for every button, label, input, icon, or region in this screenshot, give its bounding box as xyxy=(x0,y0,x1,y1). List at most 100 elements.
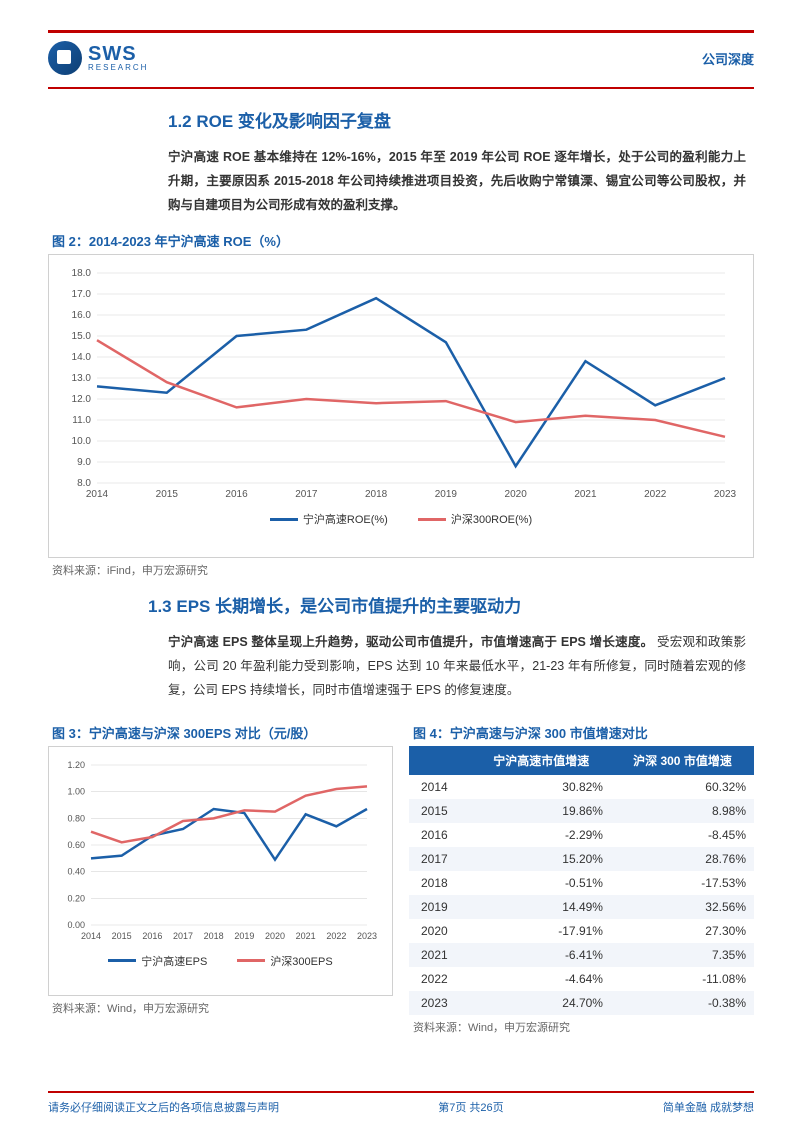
table-row: 201430.82%60.32% xyxy=(409,775,754,799)
legend-item: 宁沪高速ROE(%) xyxy=(270,511,388,527)
svg-text:2017: 2017 xyxy=(173,931,193,941)
chart3-source: 资料来源：Wind，申万宏源研究 xyxy=(52,1000,393,1016)
table-cell: 2022 xyxy=(409,967,472,991)
table-cell: 2023 xyxy=(409,991,472,1015)
table-cell: -2.29% xyxy=(472,823,611,847)
svg-text:13.0: 13.0 xyxy=(72,373,92,384)
svg-text:2019: 2019 xyxy=(234,931,254,941)
chart3-title: 图 3：宁沪高速与沪深 300EPS 对比（元/股） xyxy=(52,723,393,742)
svg-text:2021: 2021 xyxy=(296,931,316,941)
svg-text:0.80: 0.80 xyxy=(67,813,85,823)
table-cell: -11.08% xyxy=(611,967,754,991)
svg-text:0.20: 0.20 xyxy=(67,893,85,903)
legend-item: 宁沪高速EPS xyxy=(108,953,207,969)
chart2-source: 资料来源：iFind，申万宏源研究 xyxy=(52,562,754,578)
svg-text:2022: 2022 xyxy=(326,931,346,941)
table-cell: 14.49% xyxy=(472,895,611,919)
footer-right: 简单金融 成就梦想 xyxy=(663,1099,754,1115)
table-cell: 2018 xyxy=(409,871,472,895)
svg-text:9.0: 9.0 xyxy=(77,457,91,468)
svg-text:2022: 2022 xyxy=(644,489,667,500)
table-row: 2018-0.51%-17.53% xyxy=(409,871,754,895)
svg-text:0.40: 0.40 xyxy=(67,866,85,876)
table-cell: 32.56% xyxy=(611,895,754,919)
svg-text:2014: 2014 xyxy=(81,931,101,941)
svg-text:14.0: 14.0 xyxy=(72,352,92,363)
table-cell: 7.35% xyxy=(611,943,754,967)
svg-text:2015: 2015 xyxy=(112,931,132,941)
svg-text:8.0: 8.0 xyxy=(77,478,91,489)
table-cell: -0.38% xyxy=(611,991,754,1015)
svg-text:2015: 2015 xyxy=(156,489,179,500)
table-cell: 2015 xyxy=(409,799,472,823)
table-row: 201715.20%28.76% xyxy=(409,847,754,871)
table-row: 202324.70%-0.38% xyxy=(409,991,754,1015)
svg-text:1.20: 1.20 xyxy=(67,760,85,770)
table-cell: -17.91% xyxy=(472,919,611,943)
section-1-3-title: 1.3 EPS 长期增长，是公司市值提升的主要驱动力 xyxy=(148,592,754,617)
section-1-3-paragraph: 宁沪高速 EPS 整体呈现上升趋势，驱动公司市值提升，市值增速高于 EPS 增长… xyxy=(168,631,746,702)
table-cell: -0.51% xyxy=(472,871,611,895)
table-cell: 30.82% xyxy=(472,775,611,799)
table-cell: 2021 xyxy=(409,943,472,967)
table-cell: 8.98% xyxy=(611,799,754,823)
header: SWS RESEARCH 公司深度 xyxy=(48,41,754,75)
table4: 宁沪高速市值增速沪深 300 市值增速 201430.82%60.32%2015… xyxy=(409,746,754,1015)
brand-name: SWS xyxy=(88,44,148,64)
brand-sub: RESEARCH xyxy=(88,64,148,72)
chart2-box: 8.09.010.011.012.013.014.015.016.017.018… xyxy=(48,254,754,558)
svg-text:2023: 2023 xyxy=(357,931,377,941)
table-cell: 2019 xyxy=(409,895,472,919)
svg-text:2020: 2020 xyxy=(265,931,285,941)
logo-icon xyxy=(48,41,82,75)
svg-text:17.0: 17.0 xyxy=(72,289,92,300)
table-cell: 2014 xyxy=(409,775,472,799)
table-row: 2016-2.29%-8.45% xyxy=(409,823,754,847)
svg-text:2016: 2016 xyxy=(225,489,248,500)
table-row: 201519.86%8.98% xyxy=(409,799,754,823)
svg-text:2014: 2014 xyxy=(86,489,109,500)
table-header-cell: 沪深 300 市值增速 xyxy=(611,746,754,775)
chart3-box: 0.00 0.20 0.40 0.60 0.80 1.00 1.20 2014 2015 2016… xyxy=(48,746,393,996)
doc-type: 公司深度 xyxy=(702,49,754,68)
svg-text:12.0: 12.0 xyxy=(72,394,92,405)
svg-text:18.0: 18.0 xyxy=(72,268,92,279)
svg-text:2021: 2021 xyxy=(574,489,597,500)
p13-lead: 宁沪高速 EPS 整体呈现上升趋势，驱动公司市值提升，市值增速高于 EPS 增长… xyxy=(168,635,653,649)
svg-text:2023: 2023 xyxy=(714,489,737,500)
svg-text:11.0: 11.0 xyxy=(72,415,91,426)
table-cell: -8.45% xyxy=(611,823,754,847)
table-row: 2021-6.41%7.35% xyxy=(409,943,754,967)
chart3-svg: 0.00 0.20 0.40 0.60 0.80 1.00 1.20 2014 2015 2016… xyxy=(57,757,377,947)
chart2-legend: 宁沪高速ROE(%) 沪深300ROE(%) xyxy=(57,511,745,527)
svg-text:10.0: 10.0 xyxy=(72,436,92,447)
svg-text:2017: 2017 xyxy=(295,489,318,500)
svg-text:2016: 2016 xyxy=(142,931,162,941)
svg-text:16.0: 16.0 xyxy=(72,310,92,321)
table-cell: -17.53% xyxy=(611,871,754,895)
svg-text:2020: 2020 xyxy=(505,489,528,500)
table-cell: 15.20% xyxy=(472,847,611,871)
svg-text:2018: 2018 xyxy=(204,931,224,941)
table-header-cell xyxy=(409,746,472,775)
legend-item: 沪深300ROE(%) xyxy=(418,511,532,527)
section-1-2-title: 1.2 ROE 变化及影响因子复盘 xyxy=(168,107,754,132)
table-cell: 19.86% xyxy=(472,799,611,823)
table-cell: 60.32% xyxy=(611,775,754,799)
table-row: 201914.49%32.56% xyxy=(409,895,754,919)
table4-source: 资料来源：Wind，申万宏源研究 xyxy=(413,1019,754,1035)
svg-text:0.00: 0.00 xyxy=(67,920,85,930)
svg-text:0.60: 0.60 xyxy=(67,840,85,850)
table-cell: 2017 xyxy=(409,847,472,871)
brand-logo: SWS RESEARCH xyxy=(48,41,148,75)
svg-text:2019: 2019 xyxy=(435,489,458,500)
table-cell: 2016 xyxy=(409,823,472,847)
svg-text:1.00: 1.00 xyxy=(67,786,85,796)
table4-title: 图 4：宁沪高速与沪深 300 市值增速对比 xyxy=(413,723,754,742)
chart2-svg: 8.09.010.011.012.013.014.015.016.017.018… xyxy=(57,265,739,505)
footer-center: 第7页 共26页 xyxy=(438,1099,503,1115)
svg-text:2018: 2018 xyxy=(365,489,388,500)
legend-item: 沪深300EPS xyxy=(237,953,332,969)
table-cell: 24.70% xyxy=(472,991,611,1015)
table-cell: 28.76% xyxy=(611,847,754,871)
